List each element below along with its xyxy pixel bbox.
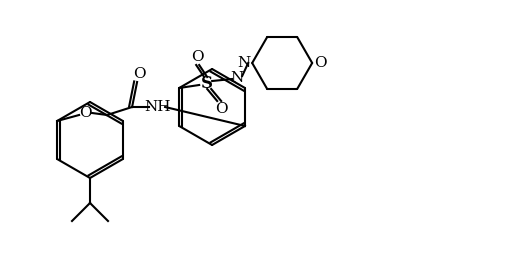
Text: N: N [238, 56, 251, 70]
Text: O: O [191, 50, 204, 64]
Text: NH: NH [144, 100, 170, 114]
Text: N: N [230, 71, 244, 85]
Text: O: O [133, 67, 145, 81]
Text: O: O [79, 106, 92, 120]
Text: O: O [215, 102, 228, 116]
Text: S: S [201, 75, 213, 91]
Text: O: O [314, 56, 327, 70]
